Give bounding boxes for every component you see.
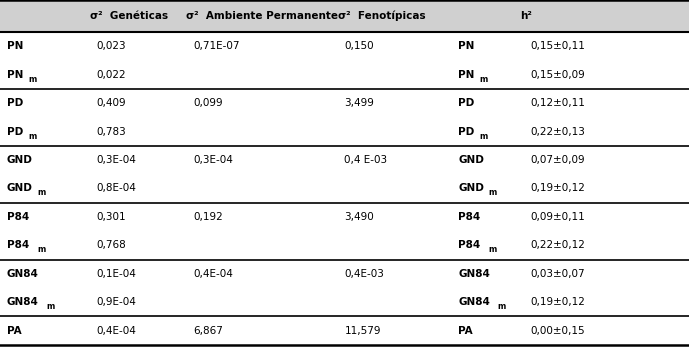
Text: m: m: [480, 75, 488, 84]
Text: m: m: [37, 188, 45, 197]
Text: 0,4E-04: 0,4E-04: [96, 326, 136, 336]
Text: 0,4E-04: 0,4E-04: [193, 269, 233, 279]
Text: 3,499: 3,499: [344, 98, 374, 108]
Text: 0,099: 0,099: [193, 98, 223, 108]
Text: 0,71E-07: 0,71E-07: [193, 41, 239, 51]
Text: P84: P84: [458, 240, 480, 250]
Text: 0,192: 0,192: [193, 212, 223, 222]
Text: GND: GND: [7, 184, 33, 193]
Text: 0,150: 0,150: [344, 41, 374, 51]
Text: m: m: [28, 75, 37, 84]
Text: 0,22±0,13: 0,22±0,13: [531, 127, 586, 136]
Text: GN84: GN84: [7, 269, 39, 279]
Text: σ²  Fenotípicas: σ² Fenotípicas: [338, 11, 425, 21]
Bar: [0, 0, 689, 32]
Text: 0,4 E-03: 0,4 E-03: [344, 155, 388, 165]
Text: σ²  Ambiente Permanente: σ² Ambiente Permanente: [186, 11, 338, 21]
Text: P84: P84: [7, 212, 29, 222]
Text: PN: PN: [458, 41, 475, 51]
Text: m: m: [46, 302, 54, 311]
Text: P84: P84: [458, 212, 480, 222]
Text: 0,023: 0,023: [96, 41, 126, 51]
Text: 0,8E-04: 0,8E-04: [96, 184, 136, 193]
Text: PN: PN: [7, 41, 23, 51]
Text: PD: PD: [7, 98, 23, 108]
Text: 0,03±0,07: 0,03±0,07: [531, 269, 585, 279]
Text: 0,4E-03: 0,4E-03: [344, 269, 384, 279]
Text: GN84: GN84: [7, 297, 39, 307]
Text: m: m: [489, 188, 497, 197]
Text: 0,301: 0,301: [96, 212, 126, 222]
Text: PD: PD: [458, 98, 475, 108]
Text: m: m: [489, 245, 497, 254]
Text: m: m: [28, 132, 37, 141]
Text: 0,3E-04: 0,3E-04: [193, 155, 233, 165]
Text: GN84: GN84: [458, 269, 490, 279]
Text: GND: GND: [458, 184, 484, 193]
Text: GN84: GN84: [458, 297, 490, 307]
Text: h²: h²: [520, 11, 532, 21]
Text: 0,19±0,12: 0,19±0,12: [531, 297, 586, 307]
Text: PA: PA: [7, 326, 21, 336]
Text: 0,1E-04: 0,1E-04: [96, 269, 136, 279]
Text: 0,15±0,11: 0,15±0,11: [531, 41, 586, 51]
Text: 0,3E-04: 0,3E-04: [96, 155, 136, 165]
Text: 0,00±0,15: 0,00±0,15: [531, 326, 585, 336]
Text: 11,579: 11,579: [344, 326, 381, 336]
Text: 0,9E-04: 0,9E-04: [96, 297, 136, 307]
Text: 0,15±0,09: 0,15±0,09: [531, 70, 585, 79]
Text: P84: P84: [7, 240, 29, 250]
Text: 0,12±0,11: 0,12±0,11: [531, 98, 586, 108]
Text: m: m: [37, 245, 45, 254]
Text: m: m: [480, 132, 488, 141]
Text: 0,19±0,12: 0,19±0,12: [531, 184, 586, 193]
Text: PD: PD: [458, 127, 475, 136]
Text: GND: GND: [458, 155, 484, 165]
Text: PD: PD: [7, 127, 23, 136]
Text: 0,09±0,11: 0,09±0,11: [531, 212, 585, 222]
Text: PA: PA: [458, 326, 473, 336]
Text: 0,022: 0,022: [96, 70, 126, 79]
Text: GND: GND: [7, 155, 33, 165]
Text: 0,22±0,12: 0,22±0,12: [531, 240, 586, 250]
Text: 6,867: 6,867: [193, 326, 223, 336]
Text: 0,07±0,09: 0,07±0,09: [531, 155, 585, 165]
Text: 0,783: 0,783: [96, 127, 126, 136]
Text: m: m: [497, 302, 506, 311]
Text: 0,409: 0,409: [96, 98, 126, 108]
Text: σ²  Genéticas: σ² Genéticas: [90, 11, 167, 21]
Text: 3,490: 3,490: [344, 212, 374, 222]
Text: PN: PN: [458, 70, 475, 79]
Text: 0,768: 0,768: [96, 240, 126, 250]
Text: PN: PN: [7, 70, 23, 79]
